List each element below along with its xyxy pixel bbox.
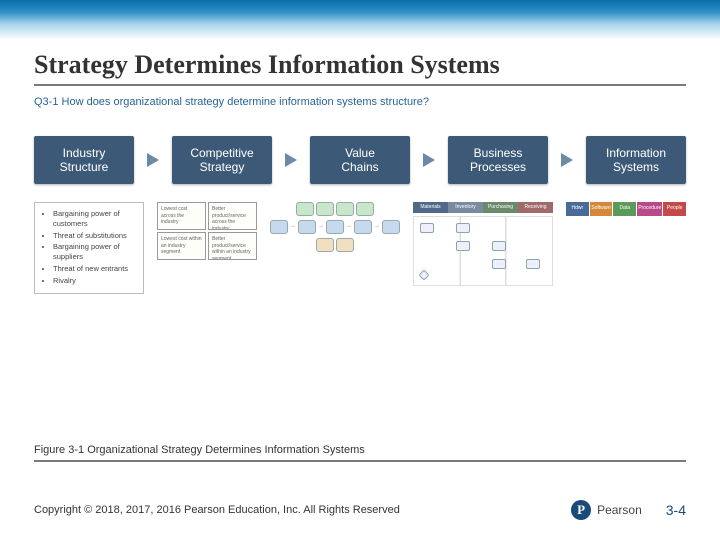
bp-node [456, 223, 470, 233]
vc-node [354, 220, 372, 234]
slide-content: Strategy Determines Information Systems … [34, 50, 686, 294]
bp-header-cell: Purchasing [483, 202, 518, 213]
arrow-icon [561, 153, 573, 167]
vc-node [326, 220, 344, 234]
detail-thumbnails: Bargaining power of customers Threat of … [34, 202, 686, 294]
vc-node [316, 202, 334, 216]
bp-node [420, 223, 434, 233]
vc-node [336, 202, 354, 216]
bullet-item: Threat of new entrants [53, 264, 135, 274]
is-header-cell: Data [613, 202, 636, 216]
arrow-icon [285, 153, 297, 167]
footer: Copyright © 2018, 2017, 2016 Pearson Edu… [34, 500, 686, 520]
bp-node [492, 259, 506, 269]
vc-node [316, 238, 334, 252]
bp-header-cell: Inventory [448, 202, 483, 213]
vc-node [298, 220, 316, 234]
is-header-cell: People [663, 202, 686, 216]
swimlane-body [413, 216, 553, 286]
strategy-matrix: Lowest cost across the industry Better p… [157, 202, 257, 260]
question-subtitle: Q3-1 How does organizational strategy de… [34, 96, 686, 108]
vc-node [336, 238, 354, 252]
matrix-cell: Better product/service within an industr… [208, 232, 257, 260]
mini-arrow-icon: → [374, 223, 380, 231]
is-header-cell: Procedure [637, 202, 662, 216]
mini-arrow-icon: → [318, 223, 324, 231]
matrix-cell: Lowest cost across the industry [157, 202, 206, 230]
flow-box-infosys: InformationSystems [586, 136, 686, 184]
vc-node [382, 220, 400, 234]
infosys-thumb: Hdwr Software Data Procedure People [566, 202, 686, 216]
flow-diagram: IndustryStructure CompetitiveStrategy Va… [34, 136, 686, 184]
brand-wrap: P Pearson 3-4 [571, 500, 686, 520]
flow-box-process: BusinessProcesses [448, 136, 548, 184]
bp-header-cell: Receiving [518, 202, 553, 213]
bullet-item: Bargaining power of customers [53, 209, 135, 229]
value-chain-thumb: → → → → [270, 202, 400, 292]
copyright-text: Copyright © 2018, 2017, 2016 Pearson Edu… [34, 504, 400, 516]
mini-arrow-icon: → [290, 223, 296, 231]
bullet-item: Threat of substitutions [53, 231, 135, 241]
header-gradient [0, 0, 720, 40]
flow-box-strategy: CompetitiveStrategy [172, 136, 272, 184]
is-header-cell: Software [590, 202, 613, 216]
bp-header-cell: Materials [413, 202, 448, 213]
flow-box-industry: IndustryStructure [34, 136, 134, 184]
industry-bullets: Bargaining power of customers Threat of … [34, 202, 144, 294]
flow-box-value: ValueChains [310, 136, 410, 184]
business-process-thumb: Materials Inventory Purchasing Receiving [413, 202, 553, 286]
page-title: Strategy Determines Information Systems [34, 50, 686, 86]
mini-arrow-icon: → [346, 223, 352, 231]
bp-node [418, 269, 429, 280]
bp-node [492, 241, 506, 251]
is-header-cell: Hdwr [566, 202, 589, 216]
bp-node [456, 241, 470, 251]
brand-name: Pearson [597, 503, 642, 517]
arrow-icon [147, 153, 159, 167]
page-number: 3-4 [666, 502, 686, 518]
vc-node [270, 220, 288, 234]
matrix-cell: Lowest cost within an industry segment [157, 232, 206, 260]
vc-node [356, 202, 374, 216]
bullet-item: Rivalry [53, 276, 135, 286]
matrix-cell: Better product/service across the indust… [208, 202, 257, 230]
bp-node [526, 259, 540, 269]
pearson-logo-icon: P [571, 500, 591, 520]
arrow-icon [423, 153, 435, 167]
vc-node [296, 202, 314, 216]
bullet-item: Bargaining power of suppliers [53, 242, 135, 262]
figure-caption: Figure 3-1 Organizational Strategy Deter… [34, 444, 686, 462]
